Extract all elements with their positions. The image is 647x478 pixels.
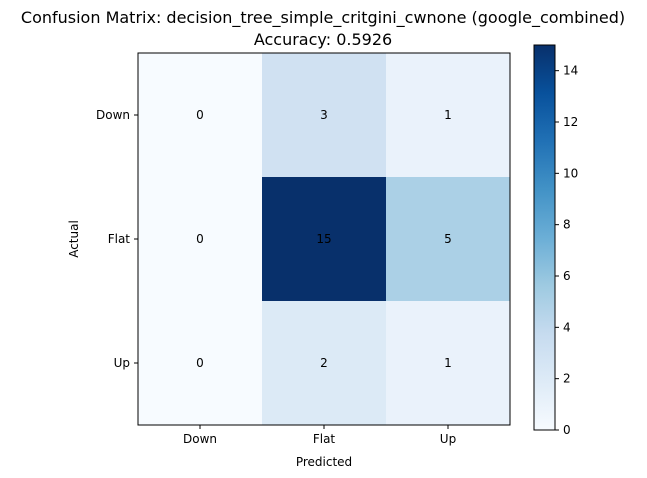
cell-value-label: 1 <box>444 108 452 122</box>
colorbar-tick-label: 8 <box>563 218 571 232</box>
heatmap-cell <box>386 53 511 178</box>
cell-value-label: 5 <box>444 232 452 246</box>
x-axis-label: Predicted <box>296 455 352 469</box>
colorbar-tick-label: 4 <box>563 320 571 334</box>
y-axis: Down Flat Up <box>96 108 138 370</box>
colorbar-tick-label: 12 <box>563 115 578 129</box>
x-tick-label: Flat <box>313 432 336 446</box>
cell-value-label: 15 <box>316 232 331 246</box>
x-tick-label: Down <box>183 432 217 446</box>
heatmap-cell <box>262 301 387 426</box>
y-axis-label: Actual <box>67 220 81 258</box>
heatmap-cell <box>262 53 387 178</box>
cell-value-label: 2 <box>320 356 328 370</box>
colorbar-tick-label: 6 <box>563 269 571 283</box>
y-tick-label: Up <box>114 356 130 370</box>
x-tick-label: Up <box>440 432 456 446</box>
heatmap-cell <box>138 53 263 178</box>
heatmap-cell <box>386 301 511 426</box>
chart-subtitle: Accuracy: 0.5926 <box>254 30 392 49</box>
heatmap-cells <box>138 53 511 426</box>
colorbar-tick-label: 10 <box>563 166 578 180</box>
colorbar-ticks: 0 2 4 6 8 10 12 14 <box>555 64 578 437</box>
heatmap-cell <box>386 177 511 302</box>
colorbar-tick-label: 2 <box>563 372 571 386</box>
heatmap-cell <box>138 177 263 302</box>
cell-value-label: 0 <box>196 108 204 122</box>
x-axis: Down Flat Up <box>183 425 456 446</box>
cell-value-label: 1 <box>444 356 452 370</box>
y-tick-label: Flat <box>108 232 131 246</box>
chart-title: Confusion Matrix: decision_tree_simple_c… <box>21 8 625 28</box>
heatmap-cell <box>138 301 263 426</box>
y-tick-label: Down <box>96 108 130 122</box>
cell-value-label: 0 <box>196 232 204 246</box>
heatmap-cell-labels: 0 3 1 0 15 5 0 2 1 <box>196 108 452 370</box>
cell-value-label: 0 <box>196 356 204 370</box>
colorbar-tick-label: 0 <box>563 423 571 437</box>
colorbar-tick-label: 14 <box>563 64 578 78</box>
colorbar <box>533 44 556 431</box>
cell-value-label: 3 <box>320 108 328 122</box>
heatmap-cell <box>262 177 387 302</box>
